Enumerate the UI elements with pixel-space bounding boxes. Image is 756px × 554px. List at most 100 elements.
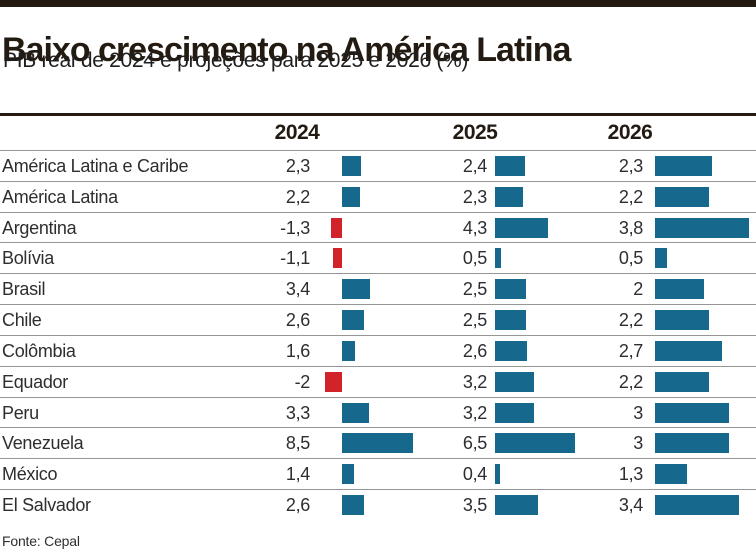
value-label-2024: -1,1 xyxy=(280,248,310,269)
value-label-2026: 2,2 xyxy=(618,371,643,392)
country-label: América Latina xyxy=(2,186,118,207)
value-label-2026: 1,3 xyxy=(618,464,643,485)
country-label: Peru xyxy=(2,402,39,423)
country-label: Brasil xyxy=(2,279,46,300)
table-row: Peru 3,3 3,2 3 xyxy=(0,396,756,428)
country-label: Venezuela xyxy=(2,433,84,454)
country-label: América Latina e Caribe xyxy=(2,156,189,176)
value-label-2026: 2 xyxy=(633,279,643,300)
value-label-2025: 6,5 xyxy=(462,433,487,454)
value-label-2024: -2 xyxy=(294,371,311,392)
table-row: Argentina -1,3 4,3 3,8 xyxy=(0,211,756,243)
country-label: Chile xyxy=(2,310,42,331)
table-row: Bolívia -1,1 0,5 0,5 xyxy=(0,242,756,273)
value-label-2026: 3 xyxy=(633,402,643,423)
gdp-table: América Latina e Caribe 2,3 2,4 2,3 América … xyxy=(0,150,756,520)
positive-bar-2025 xyxy=(495,156,525,176)
positive-bar-2026 xyxy=(655,464,688,485)
value-label-2024: 2,2 xyxy=(285,186,310,207)
positive-bar-2024 xyxy=(342,310,364,331)
value-label-2024: 8,5 xyxy=(285,433,310,454)
value-label-2026: 2,3 xyxy=(618,156,643,176)
country-label: México xyxy=(2,464,58,485)
value-label-2025: 0,5 xyxy=(462,248,487,269)
value-label-2026: 2,2 xyxy=(618,186,643,207)
country-label: Argentina xyxy=(2,217,77,238)
negative-bar-2024 xyxy=(332,248,342,269)
positive-bar-2024 xyxy=(342,279,371,300)
table-row: México 1,4 0,4 1,3 xyxy=(0,458,756,489)
negative-bar-2024 xyxy=(331,217,342,238)
value-label-2024: 2,6 xyxy=(285,495,310,516)
value-label-2024: 1,4 xyxy=(285,464,310,485)
value-label-2026: 2,2 xyxy=(618,310,643,331)
positive-bar-2026 xyxy=(655,217,749,238)
positive-bar-2026 xyxy=(655,371,710,392)
positive-bar-2025 xyxy=(495,340,527,361)
table-row: Venezuela 8,5 6,5 3 xyxy=(0,427,756,458)
value-label-2024: 3,4 xyxy=(285,279,310,300)
value-label-2024: 2,3 xyxy=(285,156,310,176)
positive-bar-2025 xyxy=(495,464,500,485)
positive-bar-2024 xyxy=(342,402,370,423)
value-label-2024: -1,3 xyxy=(280,217,310,238)
positive-bar-2025 xyxy=(495,186,524,207)
positive-bar-2025 xyxy=(495,371,535,392)
column-header-2026: 2026 xyxy=(607,121,653,144)
positive-bar-2025 xyxy=(495,433,575,454)
header-divider xyxy=(0,113,756,116)
source-note: Fonte: Cepal xyxy=(2,533,80,549)
positive-bar-2024 xyxy=(342,433,413,454)
value-label-2025: 2,6 xyxy=(462,340,487,361)
value-label-2026: 0,5 xyxy=(618,248,643,269)
value-label-2025: 3,2 xyxy=(462,402,487,423)
positive-bar-2026 xyxy=(655,340,722,361)
value-label-2025: 0,4 xyxy=(462,464,487,485)
positive-bar-2025 xyxy=(495,248,502,269)
country-label: Bolívia xyxy=(2,248,54,269)
value-label-2024: 3,3 xyxy=(285,402,310,423)
positive-bar-2026 xyxy=(655,248,668,269)
table-row: Chile 2,6 2,5 2,2 xyxy=(0,304,756,335)
value-label-2025: 3,5 xyxy=(462,495,487,516)
value-label-2025: 4,3 xyxy=(462,217,487,238)
positive-bar-2026 xyxy=(655,186,710,207)
positive-bar-2024 xyxy=(342,464,354,485)
positive-bar-2026 xyxy=(655,279,705,300)
value-label-2025: 3,2 xyxy=(462,371,487,392)
value-label-2024: 2,6 xyxy=(285,310,310,331)
top-accent-bar xyxy=(0,0,756,7)
table-row: América Latina 2,2 2,3 2,2 xyxy=(0,180,756,212)
positive-bar-2024 xyxy=(342,186,361,207)
table-row: Brasil 3,4 2,5 2 xyxy=(0,273,756,304)
positive-bar-2026 xyxy=(655,495,739,516)
positive-bar-2026 xyxy=(655,433,730,454)
positive-bar-2026 xyxy=(655,156,712,176)
country-label: Equador xyxy=(2,371,68,392)
positive-bar-2025 xyxy=(495,402,535,423)
table-row: América Latina e Caribe 2,3 2,4 2,3 xyxy=(0,150,756,181)
positive-bar-2026 xyxy=(655,310,710,331)
positive-bar-2025 xyxy=(495,279,526,300)
positive-bar-2024 xyxy=(342,495,364,516)
positive-bar-2025 xyxy=(495,495,539,516)
page-subtitle: PIB real de 2024 e projeções para 2025 e… xyxy=(3,49,469,72)
positive-bar-2025 xyxy=(495,217,548,238)
country-label: Colômbia xyxy=(2,340,76,361)
value-label-2026: 3,4 xyxy=(618,495,643,516)
value-label-2025: 2,5 xyxy=(462,310,487,331)
column-headers: 2024 2025 2026 xyxy=(0,121,756,147)
country-label: El Salvador xyxy=(2,495,91,516)
value-label-2026: 2,7 xyxy=(618,340,643,361)
table-row: El Salvador 2,6 3,5 3,4 xyxy=(0,489,756,520)
value-label-2025: 2,4 xyxy=(462,156,487,176)
value-label-2026: 3,8 xyxy=(618,217,643,238)
value-label-2026: 3 xyxy=(633,433,643,454)
value-label-2025: 2,5 xyxy=(462,279,487,300)
positive-bar-2024 xyxy=(342,156,362,176)
positive-bar-2026 xyxy=(655,402,730,423)
page-title: Baixo crescimento na América Latina xyxy=(2,30,571,69)
column-header-2024: 2024 xyxy=(274,121,320,144)
positive-bar-2024 xyxy=(342,340,356,361)
column-header-2025: 2025 xyxy=(452,121,498,144)
